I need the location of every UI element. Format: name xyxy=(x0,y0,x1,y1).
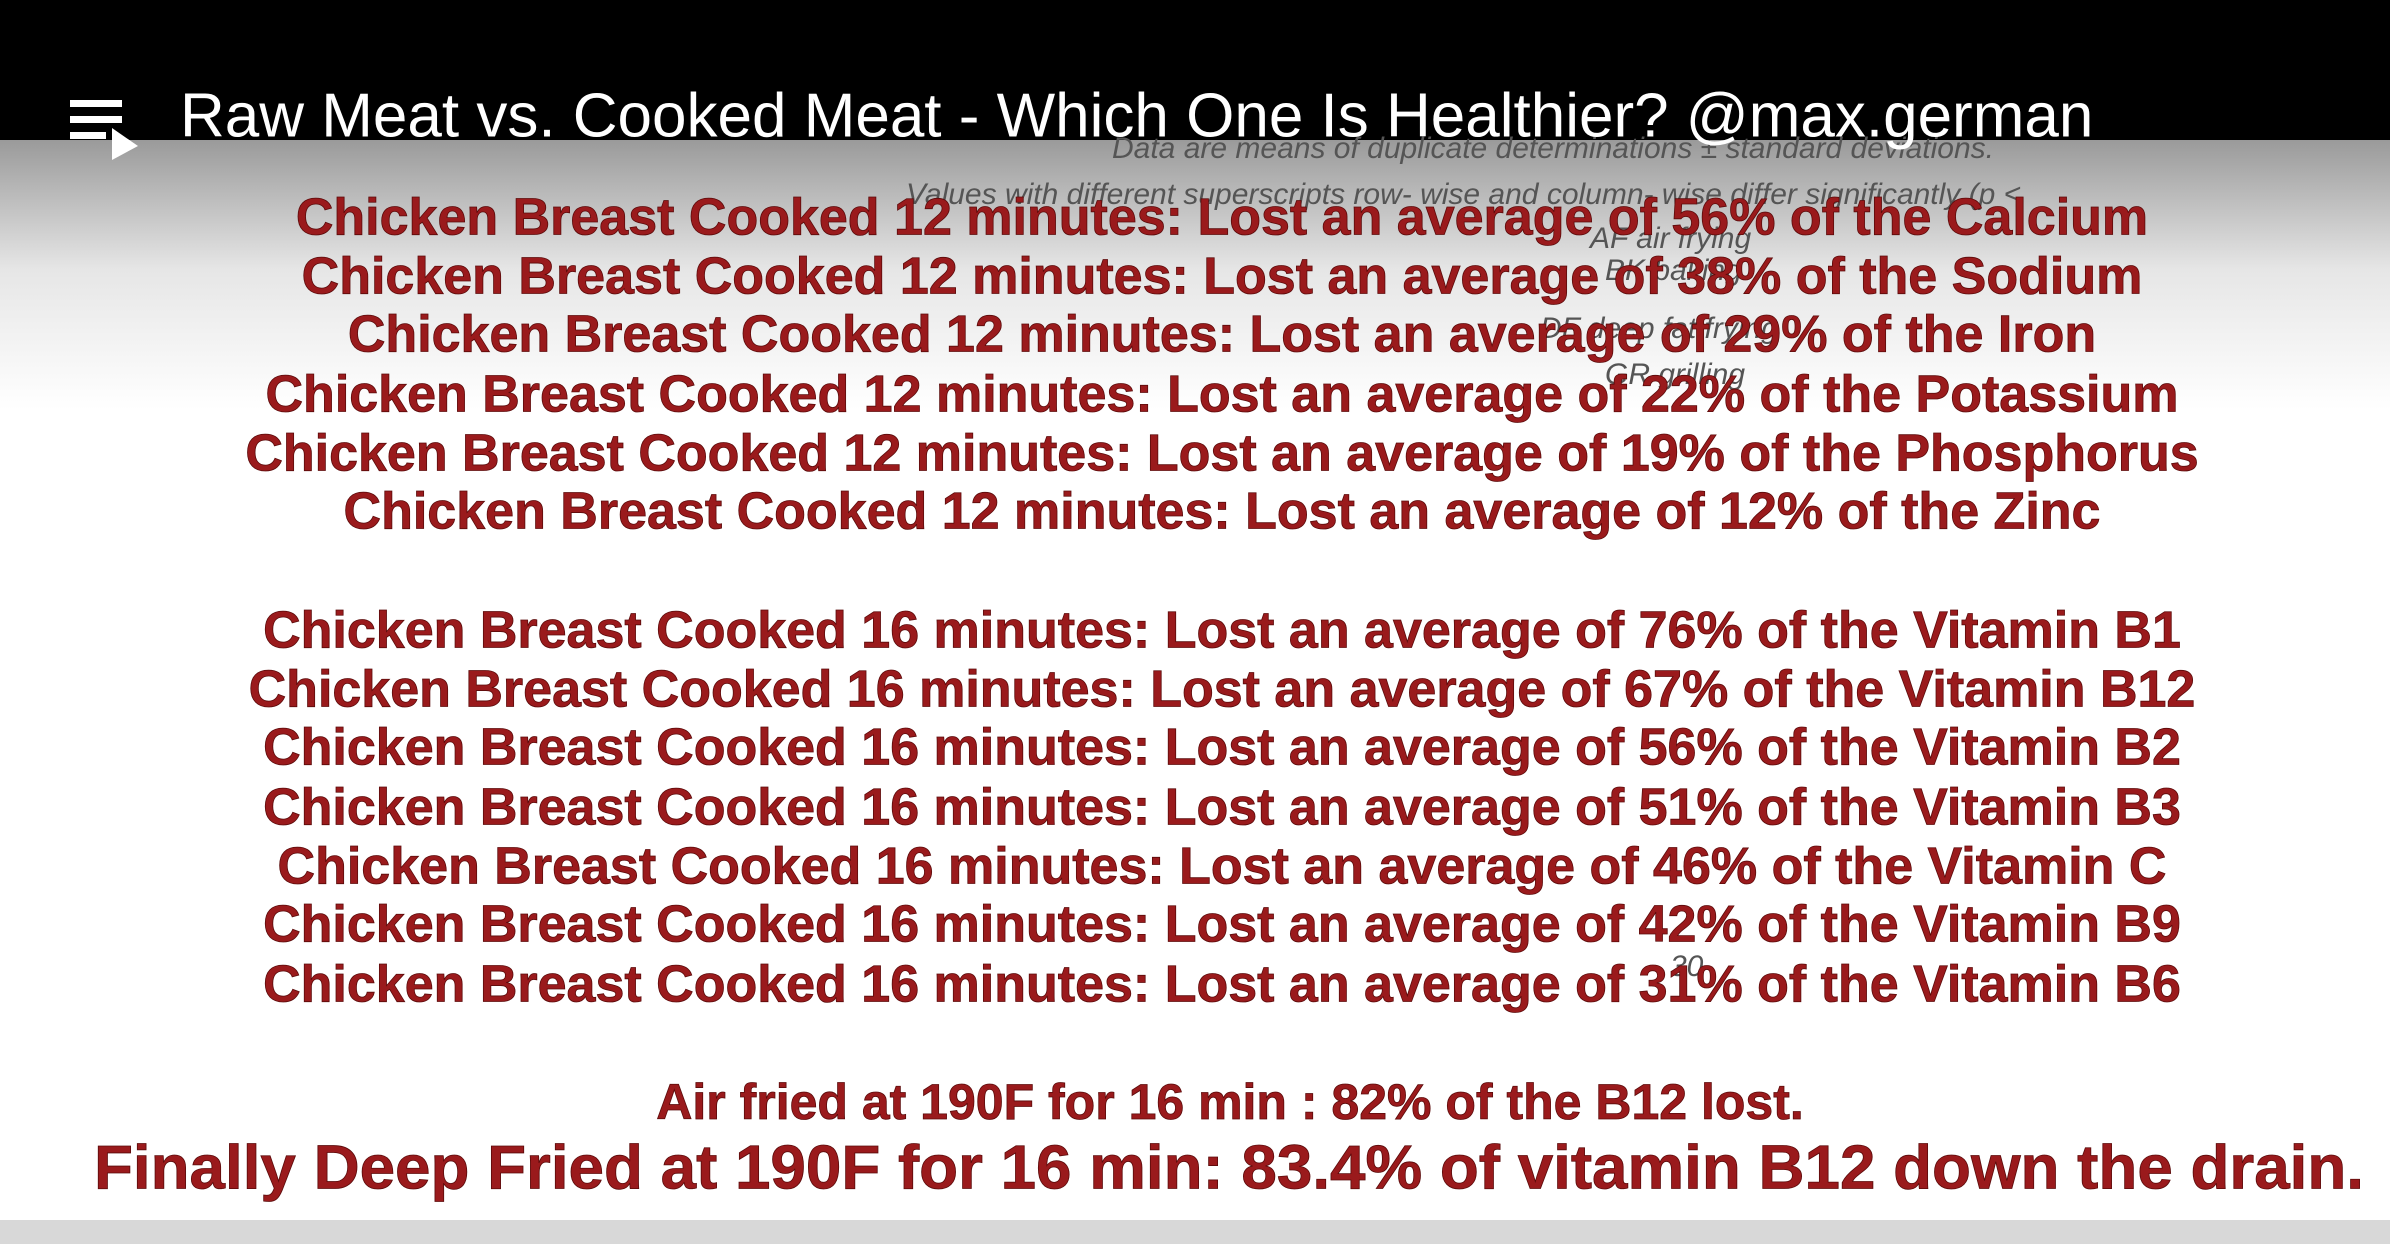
nutrient-loss-line: Chicken Breast Cooked 12 minutes: Lost a… xyxy=(296,189,2148,247)
vitamin-loss-line: Chicken Breast Cooked 16 minutes: Lost a… xyxy=(263,779,2181,837)
nutrient-loss-line: Chicken Breast Cooked 12 minutes: Lost a… xyxy=(266,366,2179,424)
background-note: GR grilling xyxy=(1605,358,1745,391)
background-note: Values with different superscripts row- … xyxy=(906,178,2021,211)
playlist-icon[interactable] xyxy=(70,100,138,160)
vitamin-loss-line: Chicken Breast Cooked 16 minutes: Lost a… xyxy=(263,896,2181,954)
top-bar xyxy=(0,0,2390,140)
background-note: DF deep fat frying xyxy=(1540,312,1778,345)
background-note: 30 xyxy=(1670,950,1704,983)
background-notes: Data are means of duplicate determinatio… xyxy=(906,132,2021,983)
nutrient-loss-line: Chicken Breast Cooked 12 minutes: Lost a… xyxy=(245,425,2198,483)
nutrient-loss-line: Chicken Breast Cooked 12 minutes: Lost a… xyxy=(348,306,2096,364)
video-title[interactable]: Raw Meat vs. Cooked Meat - Which One Is … xyxy=(180,81,2093,150)
vitamin-loss-line: Chicken Breast Cooked 16 minutes: Lost a… xyxy=(249,661,2196,719)
slide-text: Chicken Breast Cooked 12 minutes: Lost a… xyxy=(94,188,2365,1202)
background-note: AF air frying xyxy=(1588,222,1751,255)
vitamin-loss-line: Chicken Breast Cooked 16 minutes: Lost a… xyxy=(263,719,2181,777)
bottom-strip xyxy=(0,1220,2390,1244)
air-fried-line: Air fried at 190F for 16 min : 82% of th… xyxy=(656,1074,1804,1130)
nutrient-loss-line: Chicken Breast Cooked 12 minutes: Lost a… xyxy=(344,483,2101,541)
background-note: Data are means of duplicate determinatio… xyxy=(1112,132,1994,165)
deep-fried-line: Finally Deep Fried at 190F for 16 min: 8… xyxy=(94,1133,2364,1202)
slide-background xyxy=(0,140,2390,1220)
vitamin-loss-line: Chicken Breast Cooked 16 minutes: Lost a… xyxy=(263,602,2181,660)
vitamin-loss-line: Chicken Breast Cooked 16 minutes: Lost a… xyxy=(278,838,2167,896)
nutrient-loss-line: Chicken Breast Cooked 12 minutes: Lost a… xyxy=(302,248,2143,306)
background-note: BK baking xyxy=(1605,254,1742,287)
vitamin-loss-line: Chicken Breast Cooked 16 minutes: Lost a… xyxy=(263,956,2181,1014)
